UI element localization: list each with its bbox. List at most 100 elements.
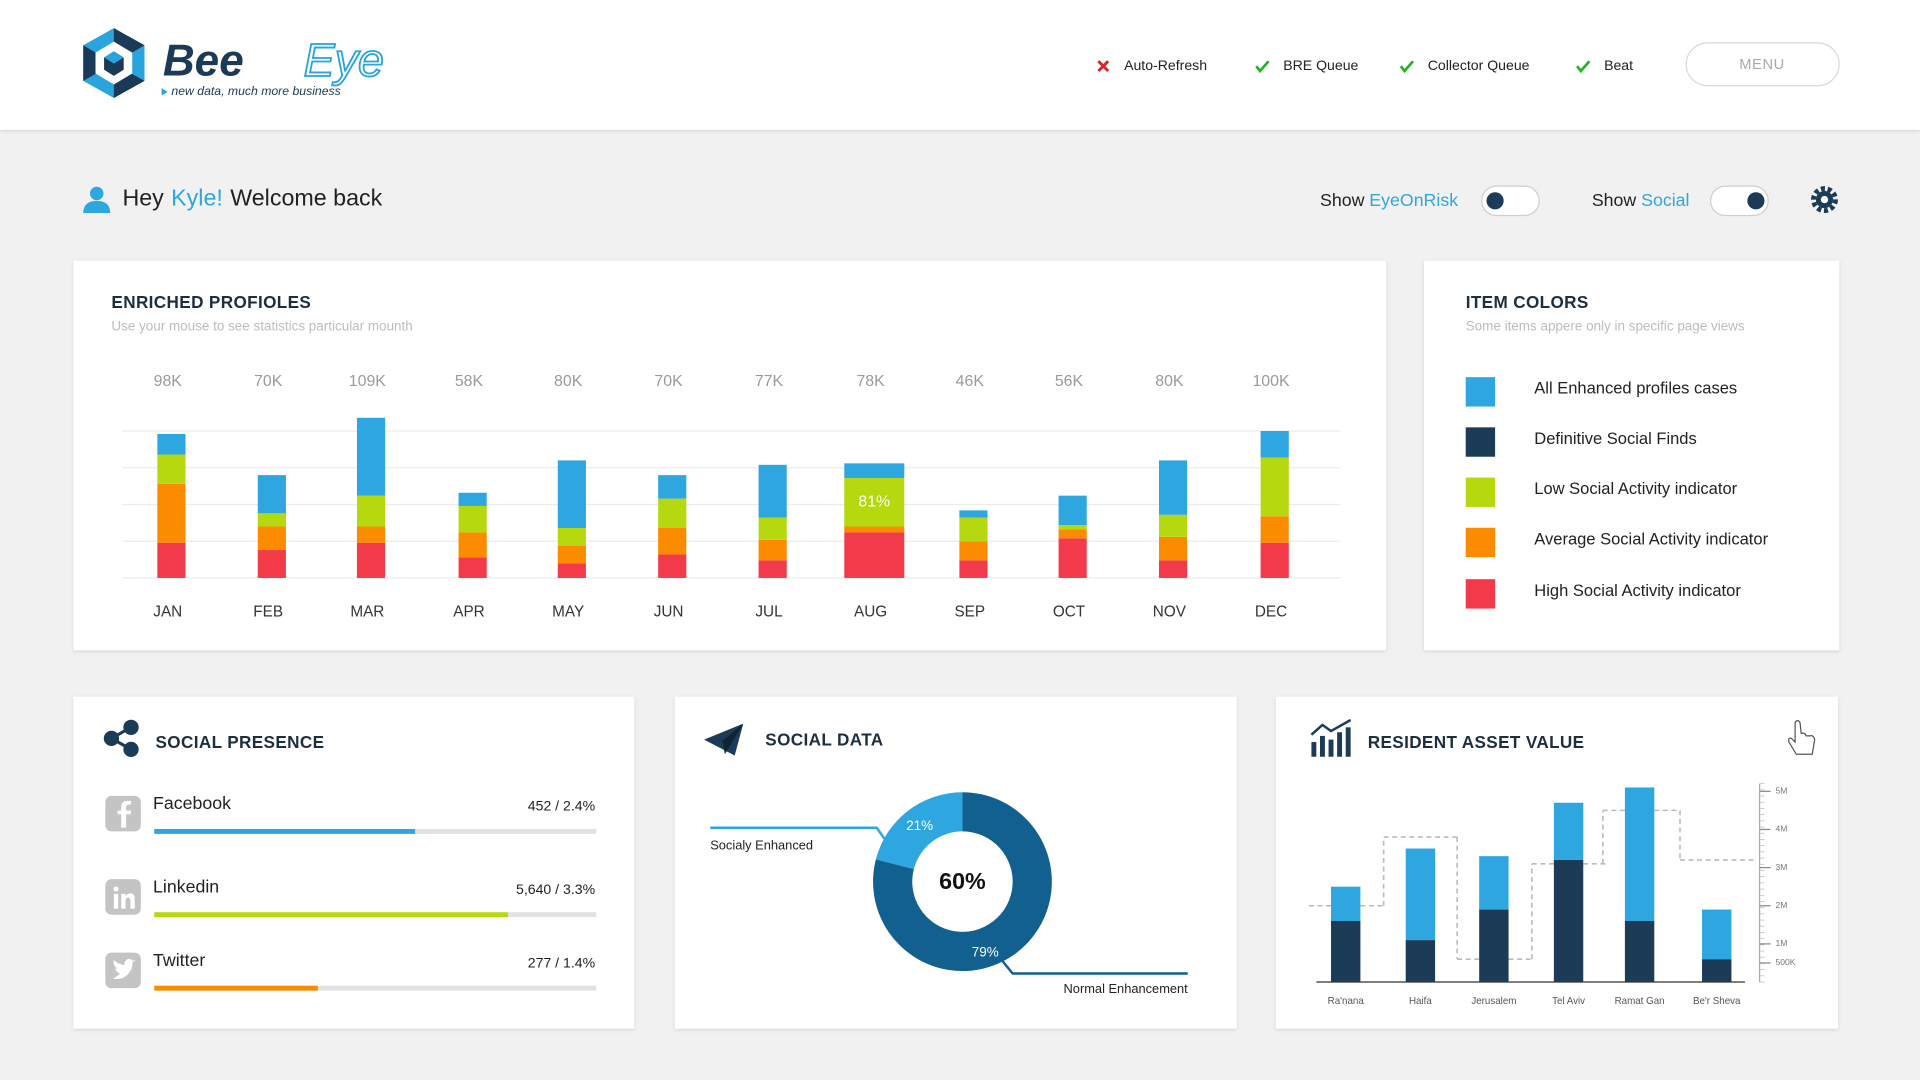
y2-tick-label: 3M — [1776, 862, 1788, 872]
network-name: Facebook — [153, 793, 231, 813]
network-stat: 452 / 2.4% — [528, 798, 596, 814]
legend-label: High Social Activity indicator — [1534, 581, 1741, 600]
bar-segment — [1479, 856, 1509, 910]
bar-segment — [1405, 940, 1436, 983]
bar-segment — [356, 542, 386, 578]
total-label: 77K — [755, 373, 784, 390]
logo-eye: Eye — [304, 34, 384, 86]
chart-icon — [1310, 718, 1352, 757]
bar-segment — [658, 528, 687, 555]
bar-segment — [557, 460, 586, 528]
total-label: 70K — [254, 373, 283, 390]
bar-segment — [1058, 538, 1087, 578]
linkedin-glyph — [121, 893, 135, 909]
x-tick-label: APR — [453, 603, 484, 620]
y2-tick-label: 4M — [1776, 824, 1788, 834]
status-fail-icon — [1097, 60, 1110, 73]
bar-segment — [557, 545, 586, 564]
bar-segment — [1158, 514, 1188, 537]
status-ok-icon — [1255, 60, 1270, 74]
donut-label: Normal Enhancement — [1064, 981, 1189, 996]
donut-value-label: 79% — [972, 944, 999, 959]
menu-label[interactable]: MENU — [1739, 57, 1785, 73]
user-icon — [83, 186, 111, 214]
item-colors-title: ITEM COLORS — [1466, 292, 1589, 312]
toggle-knob[interactable] — [1486, 192, 1504, 210]
header-bar — [0, 0, 1920, 130]
settings-gear[interactable] — [1811, 186, 1838, 214]
legend-swatch — [1465, 427, 1496, 457]
y2-tick-label: 2M — [1776, 900, 1788, 910]
total-label: 56K — [1055, 373, 1084, 390]
bar-segment — [1158, 560, 1188, 578]
bar-segment — [157, 542, 186, 578]
toggle-label: Show EyeOnRisk — [1320, 190, 1458, 210]
facebook-glyph — [117, 800, 132, 828]
bar-segment — [257, 550, 286, 578]
bar-segment — [658, 498, 687, 528]
logo-bee: Bee — [163, 36, 244, 85]
legend-label: Definitive Social Finds — [1534, 429, 1696, 448]
total-label: 80K — [554, 373, 583, 390]
enriched-title: ENRICHED PROFIOLES — [111, 292, 311, 312]
toggle-name: Social — [1641, 190, 1689, 210]
status-ok-icon — [1576, 60, 1591, 74]
legend-label: Low Social Activity indicator — [1534, 479, 1737, 498]
bar-segment — [1058, 525, 1087, 530]
linkedin-glyph — [113, 886, 119, 892]
progress-fill — [154, 912, 508, 918]
plane-icon — [704, 723, 744, 756]
bar-segment — [157, 454, 186, 484]
bar-segment — [257, 475, 286, 514]
bar-segment — [758, 560, 787, 578]
social-data-title: SOCIAL DATA — [765, 729, 883, 749]
x-tick-label: AUG — [854, 603, 887, 620]
bar-segment — [758, 539, 787, 561]
toggles: Show EyeOnRisk Show Social — [1320, 185, 1769, 217]
total-label: 100K — [1252, 373, 1290, 390]
hand-cursor — [1788, 720, 1816, 755]
bar-segment — [758, 517, 787, 540]
bar-segment — [1624, 787, 1655, 922]
toggle-label: Show Social — [1592, 190, 1690, 210]
status-label: Beat — [1604, 57, 1633, 73]
bar-segment — [844, 526, 905, 533]
bar-segment — [959, 510, 988, 518]
menu-button[interactable] — [1685, 42, 1840, 87]
progress-fill — [154, 985, 318, 991]
bar-segment — [1260, 542, 1289, 578]
bar-segment — [658, 554, 687, 578]
callout-enhanced — [710, 826, 887, 841]
donut-center-label: 60% — [939, 868, 986, 894]
toggle-knob[interactable] — [1747, 192, 1765, 210]
bar-segment — [1553, 802, 1584, 860]
bar-segment — [1479, 909, 1509, 983]
bar-segment — [959, 560, 988, 578]
bar-segment — [157, 483, 186, 543]
total-label: 78K — [856, 373, 885, 390]
x-tick-label: Be'r Sheva — [1693, 996, 1741, 1007]
total-label: 46K — [956, 373, 985, 390]
enriched-subtitle: Use your mouse to see statistics particu… — [111, 319, 412, 334]
x-tick-label: DEC — [1255, 603, 1287, 620]
legend-swatch — [1465, 527, 1496, 558]
bar-segment — [557, 528, 586, 546]
total-label: 80K — [1155, 373, 1184, 390]
status-ok-icon — [1399, 60, 1415, 74]
legend-swatch — [1465, 477, 1496, 507]
bar-segment — [257, 526, 286, 551]
total-label: 109K — [349, 373, 387, 390]
bar-segment — [1058, 529, 1087, 539]
bar-segment — [356, 417, 386, 496]
card-social-presence — [73, 696, 635, 1029]
x-tick-label: Ramat Gan — [1615, 996, 1665, 1007]
donut-slice — [873, 792, 1052, 972]
y2-tick-label: 5M — [1776, 786, 1788, 796]
toggle-name: EyeOnRisk — [1369, 190, 1458, 210]
bar-segment — [356, 495, 386, 527]
bar-segment — [844, 532, 905, 578]
legend-label: All Enhanced profiles cases — [1534, 379, 1737, 398]
bar-segment — [1702, 909, 1732, 960]
resident-title: RESIDENT ASSET VALUE — [1368, 732, 1585, 752]
tagline-arrow — [161, 88, 168, 96]
